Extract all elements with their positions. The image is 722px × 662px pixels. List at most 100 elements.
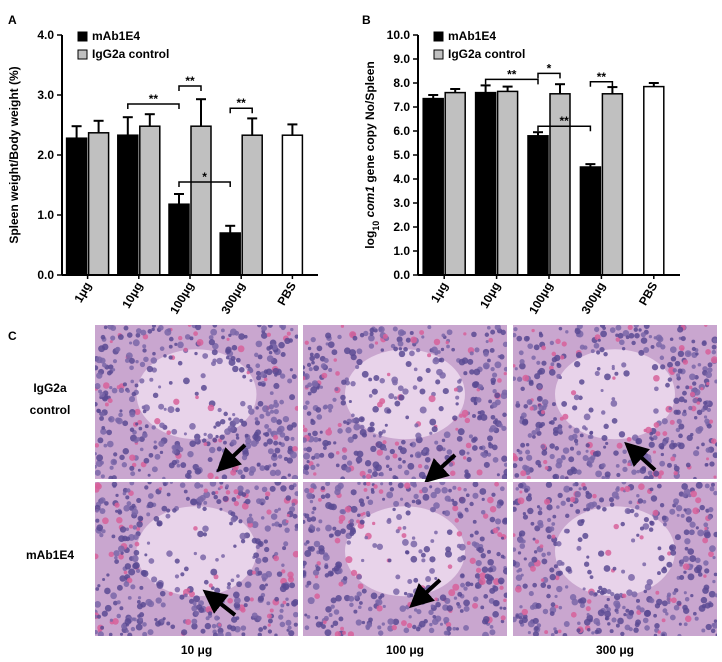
cell xyxy=(457,556,464,563)
cell xyxy=(435,379,441,385)
y-tick-label: 6.0 xyxy=(393,124,410,138)
cell xyxy=(668,406,672,411)
significance-label: ** xyxy=(149,92,159,106)
cell xyxy=(402,388,409,395)
cell xyxy=(561,455,566,461)
cell xyxy=(99,460,104,465)
cell xyxy=(696,446,700,450)
cell xyxy=(465,493,470,498)
cell xyxy=(657,546,662,551)
cell xyxy=(616,442,623,449)
cell xyxy=(147,482,152,485)
cell xyxy=(409,330,414,336)
cell xyxy=(359,601,363,605)
cell xyxy=(355,456,363,464)
cell xyxy=(235,616,240,621)
cell xyxy=(573,427,580,434)
cell xyxy=(307,432,312,437)
cell xyxy=(433,502,440,509)
cell xyxy=(266,601,271,606)
cell xyxy=(395,529,400,534)
cell xyxy=(601,475,606,479)
cell xyxy=(708,419,714,424)
cell xyxy=(388,482,393,486)
cell xyxy=(303,437,307,443)
cell xyxy=(100,625,105,630)
cell xyxy=(472,596,479,602)
cell xyxy=(416,609,422,615)
cell xyxy=(500,554,505,559)
cell xyxy=(479,572,487,579)
cell xyxy=(368,343,375,349)
cell xyxy=(230,439,237,446)
cell xyxy=(359,332,365,338)
cell xyxy=(269,485,276,492)
cell xyxy=(391,624,397,631)
cell xyxy=(648,474,654,479)
cell xyxy=(704,325,708,327)
cell xyxy=(457,486,462,491)
bar xyxy=(527,135,549,276)
cell xyxy=(280,603,285,608)
cell xyxy=(603,351,608,357)
cell xyxy=(102,517,109,525)
cell xyxy=(554,594,558,599)
cell xyxy=(540,444,546,449)
cell xyxy=(123,505,130,512)
cell xyxy=(259,465,266,471)
significance-label: ** xyxy=(237,96,247,110)
cell xyxy=(374,341,379,345)
cell xyxy=(245,489,250,494)
cell xyxy=(586,612,590,617)
cell xyxy=(357,513,361,518)
cell xyxy=(409,442,413,447)
cell xyxy=(303,405,308,410)
cell xyxy=(138,426,143,431)
cell xyxy=(583,413,591,421)
cell xyxy=(146,541,151,545)
cell xyxy=(363,487,368,492)
cell xyxy=(634,505,640,510)
cell xyxy=(661,515,667,521)
cell xyxy=(357,583,364,590)
cell xyxy=(575,509,581,514)
cell xyxy=(226,585,231,590)
cell xyxy=(690,564,694,568)
cell xyxy=(649,520,654,525)
cell xyxy=(314,615,319,620)
cell xyxy=(216,499,222,505)
cell xyxy=(387,618,394,625)
cell xyxy=(540,578,545,582)
cell xyxy=(606,589,612,595)
cell xyxy=(340,626,345,631)
cell xyxy=(397,464,403,470)
x-tick-label: 10μg xyxy=(477,280,503,311)
cell xyxy=(494,518,502,525)
cell xyxy=(181,629,188,636)
cell xyxy=(170,624,176,630)
cell xyxy=(353,450,359,456)
cell xyxy=(531,556,538,563)
cell xyxy=(273,555,280,562)
cell xyxy=(95,401,98,407)
cell xyxy=(499,501,504,506)
cell xyxy=(95,518,100,523)
arrow xyxy=(624,441,657,472)
cell xyxy=(103,325,108,330)
cell xyxy=(266,509,272,515)
cell xyxy=(177,360,183,366)
y-tick-label: 4.0 xyxy=(393,172,410,186)
cell xyxy=(368,377,373,382)
cell xyxy=(268,350,273,355)
cell xyxy=(423,546,431,553)
bar xyxy=(87,132,110,276)
cell xyxy=(365,473,372,479)
cell xyxy=(703,574,707,578)
cell xyxy=(314,593,320,600)
cell xyxy=(274,596,280,602)
cell xyxy=(703,522,709,528)
cell xyxy=(452,485,457,490)
cell xyxy=(382,497,386,501)
cell xyxy=(552,514,557,519)
cell xyxy=(304,513,310,519)
